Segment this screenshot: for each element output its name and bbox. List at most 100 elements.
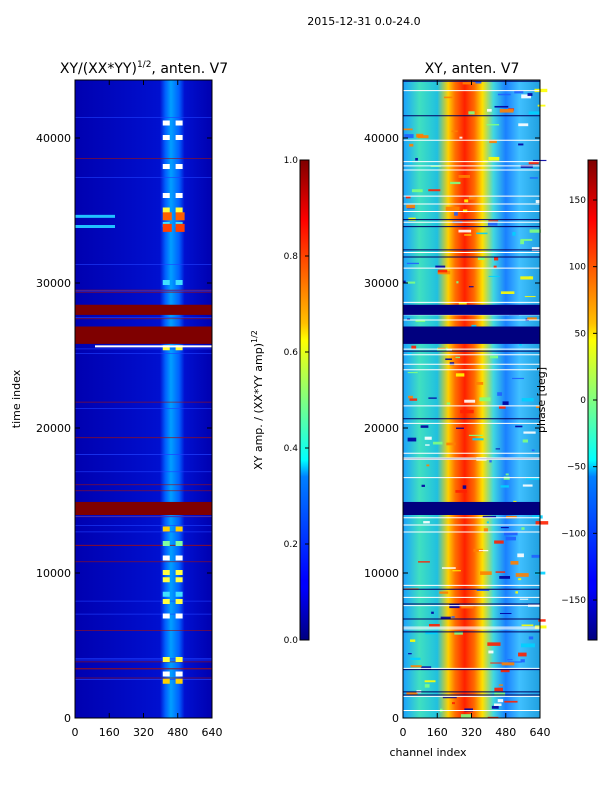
phase-noise-patch <box>529 229 541 233</box>
amplitude-title-main: XY/(XX*YY) <box>60 61 137 77</box>
phase-noise-patch <box>494 687 503 692</box>
phase-noise-patch <box>439 591 449 594</box>
phase-noise-patch <box>468 434 483 437</box>
amplitude-bright-spot <box>175 570 183 575</box>
phase-noise-patch <box>521 624 534 627</box>
phase-noise-patch <box>454 212 458 216</box>
phase-x-tick-label: 320 <box>461 726 482 739</box>
amplitude-flagged-band <box>75 304 212 315</box>
phase-noise-patch <box>468 111 475 115</box>
phase-noise-patch <box>498 405 506 409</box>
phase-noise-patch <box>535 405 540 408</box>
amplitude-bright-spot <box>175 541 183 546</box>
amplitude-bright-spot <box>175 678 183 684</box>
phase-noise-patch <box>495 448 501 450</box>
amplitude-bright-spot <box>175 577 183 583</box>
phase-noise-patch <box>428 397 437 399</box>
phase-noise-patch <box>449 604 460 609</box>
phase-noise-patch <box>407 371 418 374</box>
amplitude-title-sup: 1/2 <box>137 60 151 70</box>
phase-noise-patch <box>458 174 471 178</box>
phase-noise-patch <box>499 612 512 615</box>
phase-noise-patch <box>462 485 467 489</box>
colorbar-tick-label: −150 <box>561 596 586 606</box>
colorbar-tick-label: 1.0 <box>284 156 299 166</box>
amplitude-bright-spot <box>162 193 170 198</box>
phase-noise-patch <box>410 657 421 660</box>
phase-noise-patch <box>407 318 411 320</box>
phase-noise-patch <box>473 81 482 84</box>
phase-noise-patch <box>531 449 535 452</box>
amplitude-bright-spot <box>175 164 183 169</box>
amplitude-bright-spot <box>162 526 170 532</box>
phase-noise-patch <box>494 105 509 108</box>
phase-noise-patch <box>537 104 546 107</box>
colorbar-tick-label: 100 <box>569 263 586 273</box>
phase-noise-patch <box>424 680 436 683</box>
phase-x-tick-label: 480 <box>495 726 516 739</box>
phase-flagged-band <box>403 501 540 515</box>
phase-noise-patch <box>407 281 416 284</box>
phase-noise-patch <box>494 256 499 261</box>
amplitude-bright-spot <box>175 120 183 126</box>
amplitude-bright-spot <box>162 678 170 684</box>
amplitude-axes: 0 160 320 480 640 0 10000 20000 30000 40000 <box>36 80 223 739</box>
amplitude-colorbar-label-main: XY amp. / (XX*YY amp) <box>252 343 265 470</box>
phase-noise-patch <box>426 464 430 467</box>
amplitude-bright-spot <box>175 280 183 285</box>
amplitude-panel: XY/(XX*YY)1/2, anten. V7 0 160 320 480 640 0 1… <box>10 60 228 739</box>
phase-noise-patch <box>462 209 468 213</box>
phase-noise-patch <box>520 276 534 280</box>
amplitude-bright-spot <box>175 526 183 532</box>
amplitude-x-tick-label: 320 <box>133 726 154 739</box>
phase-noise-patch <box>421 484 425 487</box>
phase-noise-patch <box>445 358 452 361</box>
phase-noise-patch <box>410 665 422 668</box>
phase-noise-patch <box>500 291 515 294</box>
phase-noise-patch <box>455 373 465 377</box>
phase-noise-patch <box>518 143 524 146</box>
phase-noise-patch <box>464 399 476 403</box>
channel-index-axis-label: channel index <box>389 746 467 759</box>
amplitude-colorbar-ticks: 0.0 0.2 0.4 0.6 0.8 1.0 <box>284 156 309 646</box>
phase-noise-patch <box>472 438 484 441</box>
colorbar-tick-label: 50 <box>575 329 587 339</box>
phase-noise-patch <box>446 402 451 405</box>
phase-noise-patch <box>416 133 424 138</box>
phase-noise-patch <box>404 134 414 138</box>
amplitude-y-tick-label: 0 <box>64 712 71 725</box>
phase-noise-patch <box>488 156 500 161</box>
phase-noise-patch <box>415 157 418 161</box>
phase-y-tick-label: 0 <box>392 712 399 725</box>
phase-noise-patch <box>460 409 474 414</box>
amplitude-bright-spot <box>162 135 170 140</box>
phase-noise-patch <box>494 540 504 544</box>
amplitude-x-tick-label: 160 <box>99 726 120 739</box>
phase-noise-patch <box>442 697 457 699</box>
phase-noise-patch <box>503 476 510 480</box>
phase-noise-patch <box>435 265 446 268</box>
phase-noise-patch <box>487 108 492 112</box>
phase-noise-patch <box>443 96 453 99</box>
phase-noise-patch <box>464 708 473 712</box>
phase-noise-patch <box>431 611 434 614</box>
amplitude-bright-spot <box>175 193 183 198</box>
phase-noise-patch <box>489 139 497 144</box>
amplitude-bright-spot <box>175 135 183 140</box>
phase-noise-patch <box>425 631 438 635</box>
amplitude-bright-spot <box>162 570 170 575</box>
amplitude-x-tick-label: 0 <box>72 726 79 739</box>
phase-noise-patch <box>410 639 416 642</box>
phase-noise-patch <box>522 439 528 443</box>
phase-noise-patch <box>520 659 525 663</box>
phase-noise-patch <box>450 181 461 185</box>
phase-noise-patch <box>440 616 451 620</box>
phase-noise-patch <box>500 485 509 488</box>
phase-noise-patch <box>461 605 474 609</box>
phase-noise-patch <box>479 397 491 402</box>
amplitude-colorbar: 0.0 0.2 0.4 0.6 0.8 1.0 XY amp. / (XX*YY amp)… <box>250 156 310 646</box>
colorbar-tick-label: 0.4 <box>284 444 299 454</box>
phase-noise-patch <box>490 662 504 664</box>
phase-noise-patch <box>493 265 497 269</box>
phase-noise-patch <box>452 702 455 705</box>
